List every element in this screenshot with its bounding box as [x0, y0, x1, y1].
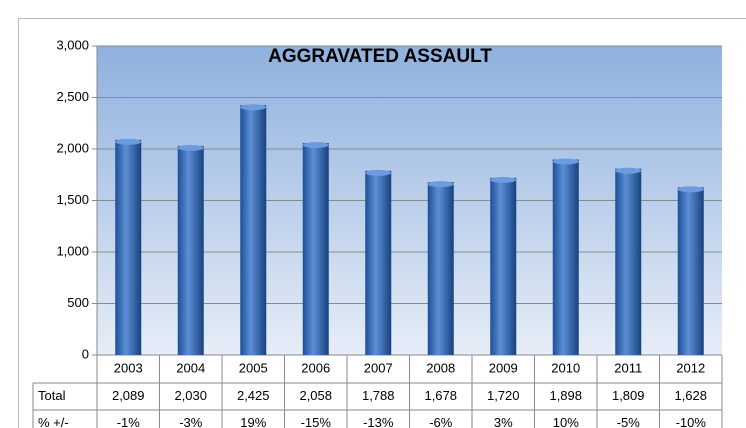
y-tick-label: 0: [82, 346, 89, 361]
y-tick-label: 3,000: [56, 37, 89, 52]
y-tick-label: 2,500: [56, 89, 89, 104]
x-tick-label: 2006: [301, 360, 330, 375]
table-total: 2,030: [174, 388, 207, 403]
bar: [115, 139, 142, 355]
table-total: 1,788: [362, 388, 395, 403]
table-total: 1,678: [424, 388, 457, 403]
x-tick-label: 2009: [489, 360, 518, 375]
x-tick-label: 2008: [426, 360, 455, 375]
table-row-label: Total: [38, 388, 66, 403]
table-total: 1,809: [612, 388, 645, 403]
bar-cap: [302, 142, 329, 149]
table-change: -15%: [301, 415, 332, 428]
bar-cap: [615, 167, 642, 174]
table-change: -5%: [617, 415, 641, 428]
table-row-label: % +/-: [38, 415, 69, 428]
bar: [177, 145, 204, 355]
bar: [490, 177, 517, 355]
bar: [365, 170, 392, 355]
bar: [427, 182, 454, 355]
bar: [552, 159, 579, 355]
table-total: 1,898: [549, 388, 582, 403]
x-tick-label: 2004: [176, 360, 205, 375]
bar-cap: [552, 158, 579, 165]
bar-cap: [177, 144, 204, 151]
bar: [615, 168, 642, 355]
table-change: -1%: [117, 415, 141, 428]
bar-cap: [490, 176, 517, 183]
bar: [302, 143, 329, 355]
bar-cap: [427, 181, 454, 188]
table-change: 10%: [553, 415, 579, 428]
table-change: -13%: [363, 415, 394, 428]
y-tick-label: 2,000: [56, 140, 89, 155]
table-change: -6%: [429, 415, 453, 428]
x-tick-label: 2005: [239, 360, 268, 375]
y-tick-label: 1,000: [56, 243, 89, 258]
x-tick-label: 2010: [551, 360, 580, 375]
chart-title: AGGRAVATED ASSAULT: [268, 46, 492, 67]
bar-cap: [365, 169, 392, 176]
table-total: 1,628: [674, 388, 707, 403]
y-tick-label: 1,500: [56, 192, 89, 207]
table-total: 2,089: [112, 388, 145, 403]
table-total: 2,058: [299, 388, 332, 403]
x-tick-label: 2011: [614, 360, 642, 375]
y-tick-label: 500: [67, 295, 89, 310]
table-change: 3%: [494, 415, 513, 428]
bar: [677, 187, 704, 355]
table-change: -3%: [179, 415, 203, 428]
bar-cap: [240, 104, 267, 111]
table-change: 19%: [240, 415, 266, 428]
x-tick-label: 2007: [364, 360, 393, 375]
bar: [240, 105, 267, 355]
x-tick-label: 2003: [114, 360, 143, 375]
x-tick-label: 2012: [676, 360, 705, 375]
table-change: -10%: [676, 415, 707, 428]
table-total: 2,425: [237, 388, 270, 403]
bar-cap: [677, 186, 704, 193]
bar-cap: [115, 138, 142, 145]
table-total: 1,720: [487, 388, 520, 403]
